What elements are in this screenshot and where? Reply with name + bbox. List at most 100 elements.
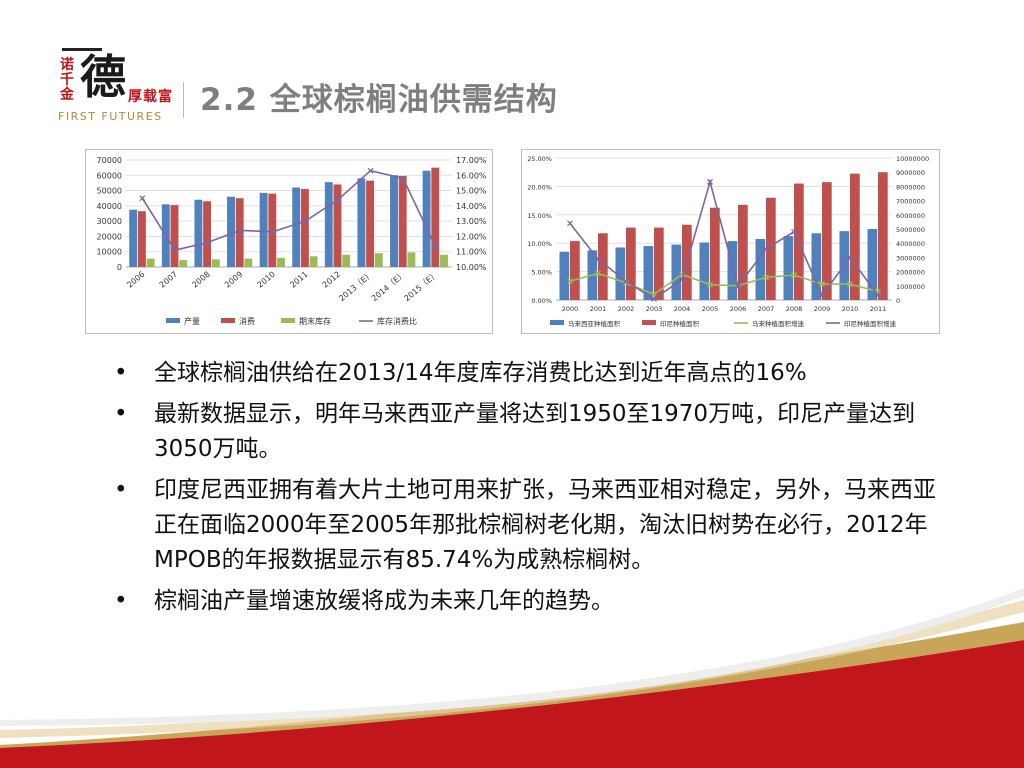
bar (374, 253, 383, 267)
x-tick-label: 2003 (646, 305, 663, 313)
bar (422, 170, 431, 267)
line-point (679, 276, 685, 283)
x-tick-label: 2009 (223, 270, 244, 290)
y2-tick-label: 1000000 (896, 283, 925, 291)
bar (440, 254, 448, 267)
series-line (141, 169, 437, 252)
bar (324, 182, 333, 267)
bar (309, 256, 318, 267)
company-logo: 诺千金 德 厚载富 FIRST FUTURES (58, 48, 198, 124)
bullet-text: 全球棕榈油供给在2013/14年度库存消费比达到近年高点的16% (154, 360, 807, 386)
bar (407, 252, 416, 267)
line-point (819, 281, 825, 288)
y-tick-label: 70000 (97, 156, 122, 165)
y-tick-label: 60000 (97, 171, 122, 180)
logo-vertical-text: 诺千金 (60, 57, 74, 103)
bar (783, 236, 794, 300)
bullet-text: 印度尼西亚拥有着大片土地可用来扩张，马来西亚相对稳定，另外，马来西亚正在面临20… (154, 477, 936, 573)
y-tick-label: 15.00% (527, 212, 552, 220)
bar (738, 204, 748, 300)
bar (811, 233, 822, 300)
x-tick-label: 2012 (321, 270, 342, 290)
x-tick-label: 2007 (758, 305, 775, 313)
line-point (707, 281, 713, 288)
bullet-marker: • (114, 401, 128, 427)
y-tick-label: 0 (117, 263, 122, 272)
y-tick-label: 5.00% (531, 269, 552, 277)
y2-tick-label: 7000000 (896, 198, 925, 206)
chart-supply-demand-svg: 70000 60000 50000 40000 30000 20000 10000 0 17.0… (97, 156, 487, 326)
bar (179, 260, 188, 267)
bar (244, 258, 253, 267)
y2-tick-label: 12.00% (456, 232, 487, 241)
legend-label: 库存消费比 (377, 316, 417, 326)
deco-gray-band (0, 588, 1024, 726)
bar (342, 254, 351, 267)
bar (598, 233, 608, 300)
y2-tick-label: 10.00% (456, 263, 487, 272)
bar (300, 189, 309, 267)
series-line (569, 178, 879, 300)
bar (626, 227, 636, 300)
bar (357, 178, 366, 267)
x-tick-label: 2015（E） (402, 270, 440, 304)
y2-tick-label: 4000000 (896, 240, 925, 248)
x-tick-label: 2009 (814, 305, 831, 313)
line-point (595, 270, 601, 277)
y2-tick-label: 2000000 (896, 269, 925, 277)
y2-tick-label: 10000000 (896, 155, 929, 163)
x-tick-label: 2013（E） (337, 270, 375, 304)
x-tick-label: 2004 (674, 305, 691, 313)
line-point (171, 247, 178, 254)
line-point (623, 280, 629, 286)
bar (431, 167, 440, 267)
title-separator (183, 82, 184, 118)
y2-tick-label: 5000000 (896, 226, 925, 234)
bar (710, 207, 720, 300)
bullet-text: 最新数据显示，明年马来西亚产量将达到1950至1970万吨，印尼产量达到3050… (154, 401, 916, 462)
bar (137, 211, 146, 267)
line-point (875, 292, 881, 299)
line-point (651, 291, 657, 298)
bullet-item: • 印度尼西亚拥有着大片土地可用来扩张，马来西亚相对稳定，另外，马来西亚正在面临2… (110, 473, 940, 578)
deco-red-band (0, 640, 1024, 768)
y2-tick-label: 17.00% (456, 156, 487, 165)
bullet-item: • 棕榈油产量增速放缓将成为未来几年的趋势。 (110, 584, 940, 619)
bar (203, 201, 212, 267)
line-point (791, 272, 797, 278)
y-tick-label: 10000 (97, 248, 122, 257)
legend-label: 印尼种植面积 (660, 319, 700, 328)
bar (268, 193, 277, 267)
x-tick-label: 2001 (590, 305, 607, 313)
logo-english-text: FIRST FUTURES (58, 110, 163, 123)
legend-swatch (166, 318, 180, 323)
y2-tick-label: 11.00% (456, 248, 487, 257)
y2-tick-label: 15.00% (456, 187, 487, 196)
bar (822, 182, 832, 300)
bar (235, 198, 244, 267)
bar (654, 227, 664, 300)
legend-label: 马来西亚种植面积 (568, 319, 621, 328)
bar (867, 229, 878, 300)
chart-plantation-area-svg: 25.00% 20.00% 15.00% 10.00% 5.00% 0.00% 100000… (527, 155, 929, 328)
x-tick-label: 2007 (158, 270, 179, 290)
line-point (595, 256, 601, 263)
legend-label: 马来种植面积增速 (752, 319, 805, 328)
bar (559, 251, 570, 300)
line-point (269, 228, 276, 235)
x-tick-label: 2006 (730, 305, 747, 313)
y-tick-label: 50000 (97, 187, 122, 196)
y2-tick-label: 14.00% (456, 202, 487, 211)
x-tick-label: 2011 (288, 270, 309, 290)
legend-swatch (642, 320, 656, 325)
y-tick-label: 10.00% (527, 240, 552, 248)
line-point (302, 218, 309, 225)
bar (146, 258, 155, 267)
bullet-marker: • (114, 588, 128, 614)
legend-label: 产量 (184, 316, 200, 326)
x-tick-label: 2010 (256, 270, 277, 290)
line-point (567, 220, 573, 227)
x-tick-label: 2008 (190, 270, 211, 290)
x-tick-label: 2000 (562, 305, 579, 313)
line-point (367, 167, 374, 174)
